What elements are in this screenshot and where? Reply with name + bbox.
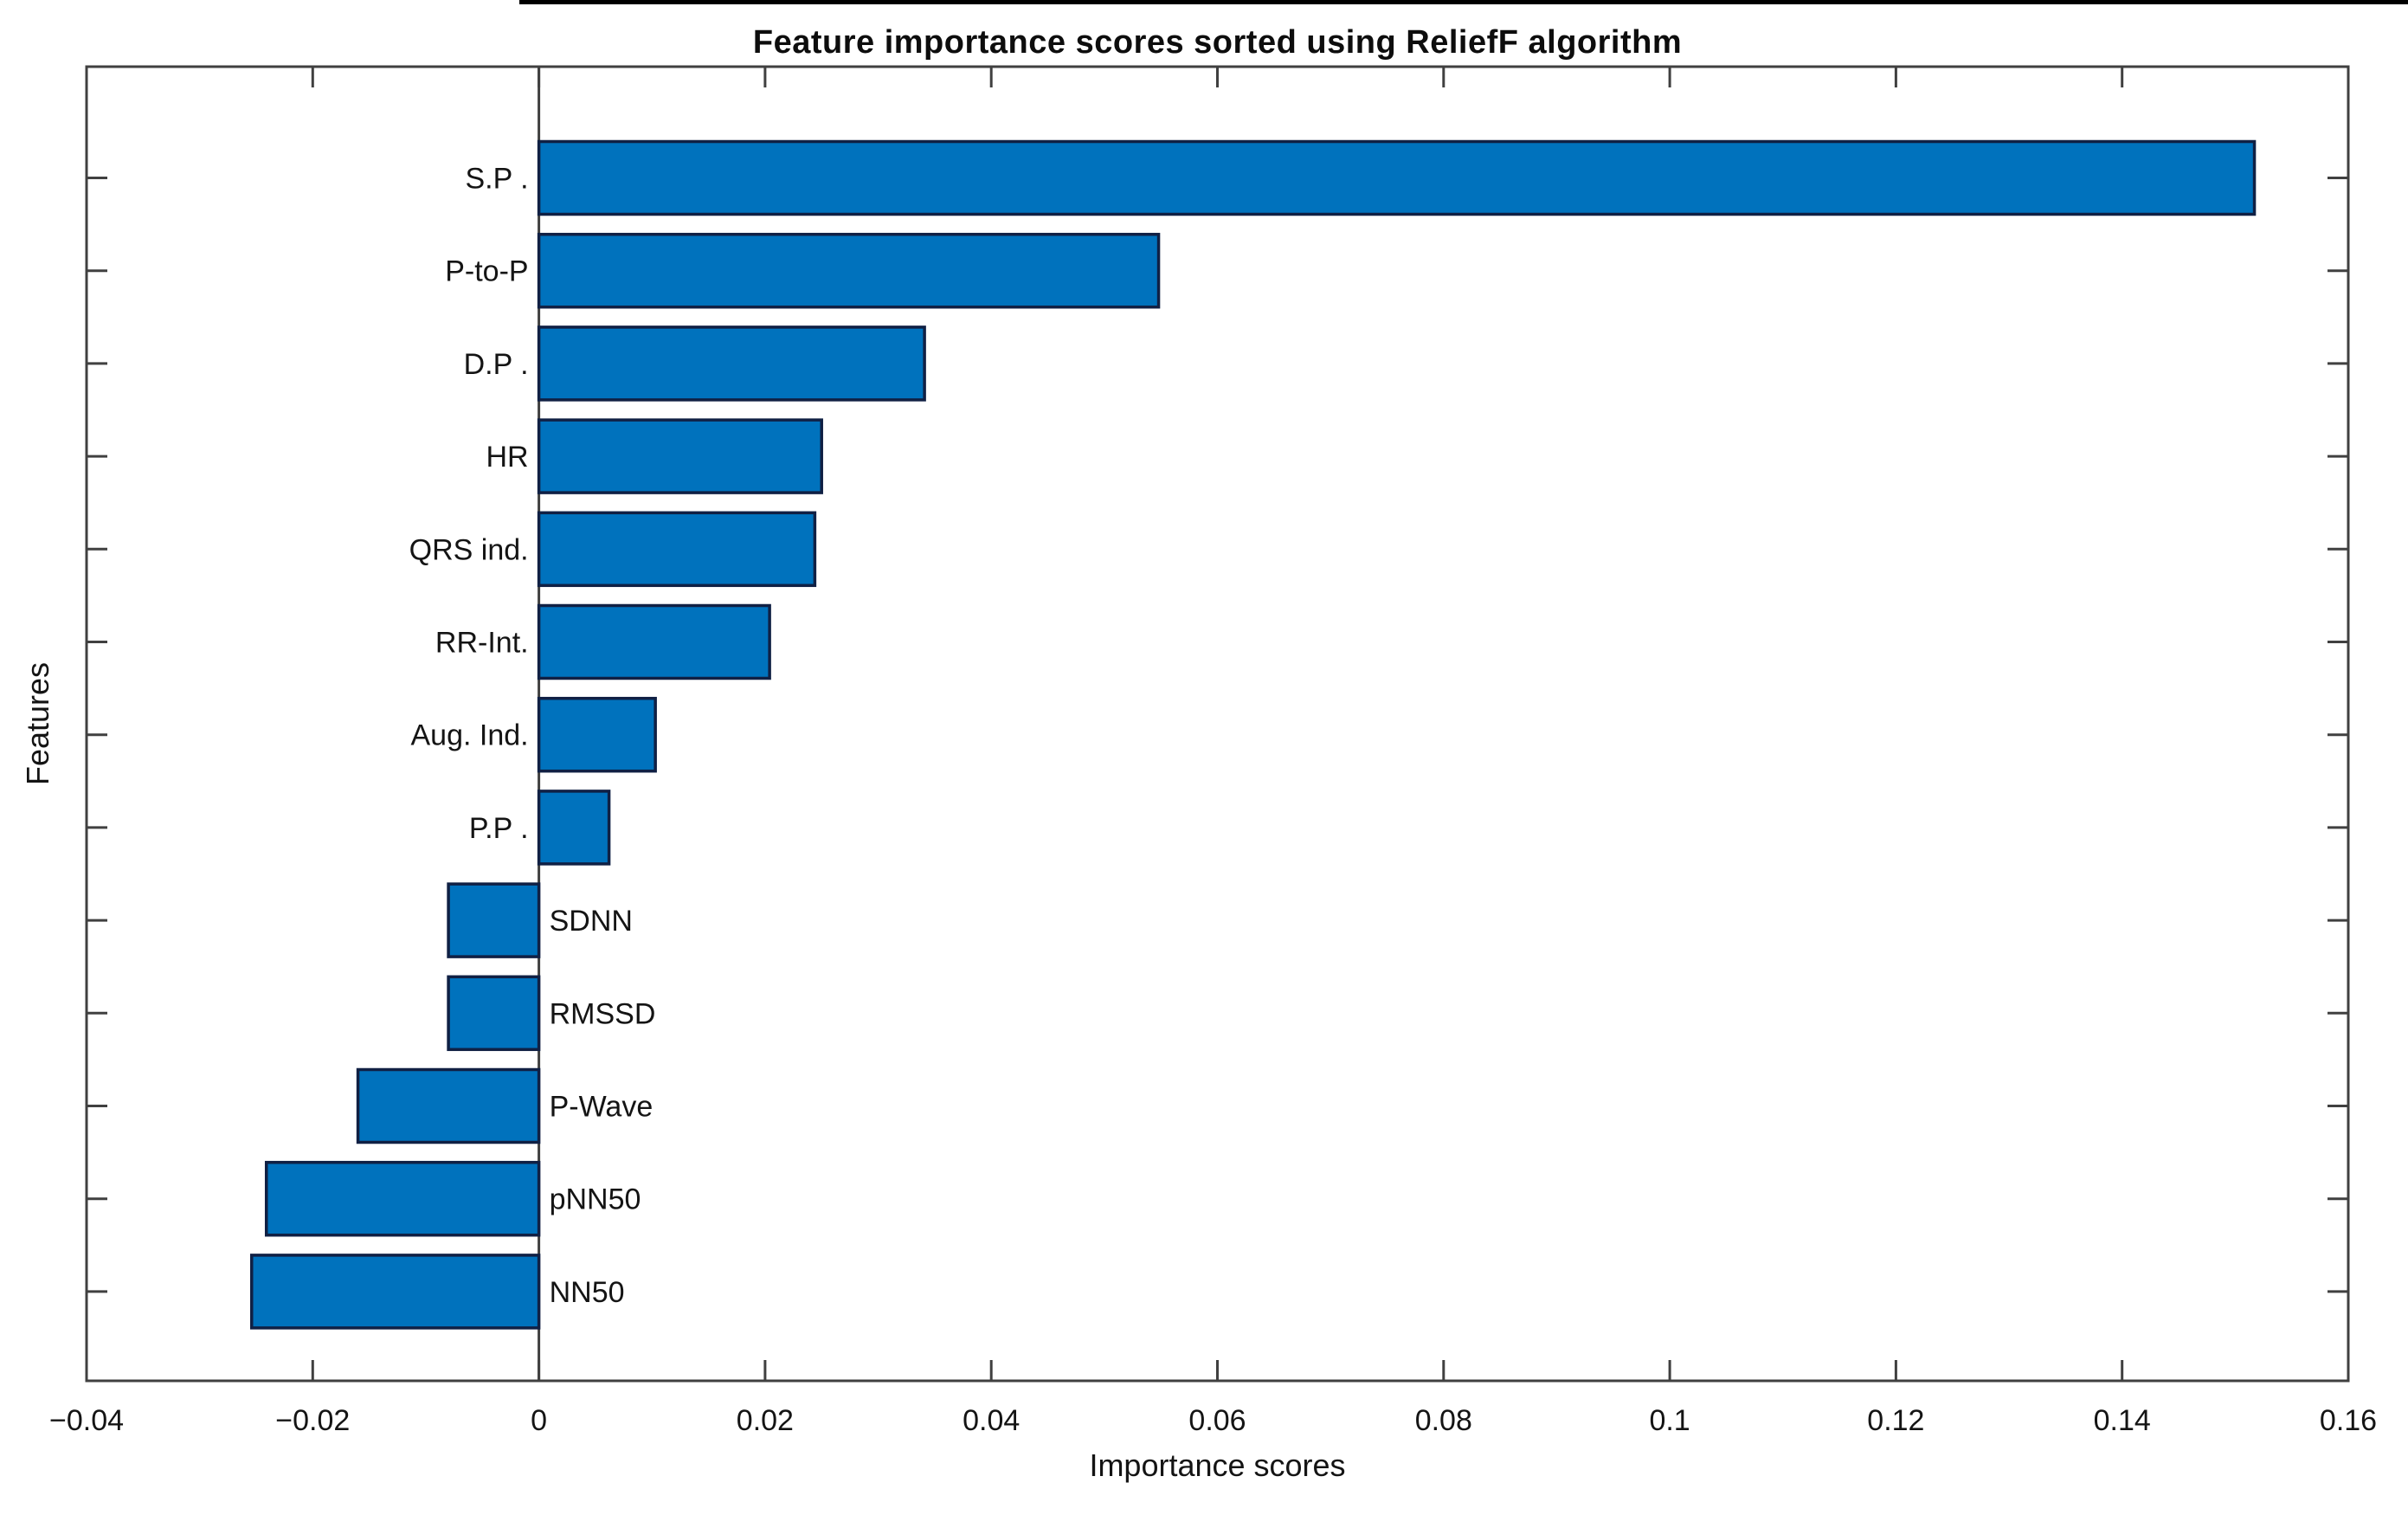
x-tick-label: 0.04 [963,1404,1020,1437]
x-tick-label: −0.02 [275,1404,350,1437]
x-axis-label: Importance scores [1089,1447,1346,1483]
bar-label-sdnn: SDNN [550,905,633,938]
bar-label-s-p: S.P . [466,163,529,196]
bar-nn50 [249,1254,541,1330]
bar-aug-ind [537,696,657,773]
bar-sdnn [447,882,541,958]
bar-label-nn50: NN50 [550,1276,625,1309]
bar-pnn50 [264,1160,541,1237]
x-tick-label: −0.04 [49,1404,124,1437]
bar-label-p-to-p: P-to-P [445,255,528,288]
window-top-edge [519,0,2408,4]
bar-label-d-p: D.P . [464,348,529,381]
x-tick-label: 0.1 [1649,1404,1690,1437]
bar-label-rr-int: RR-Int. [435,627,529,660]
bar-label-qrs-ind: QRS ind. [409,533,529,566]
bar-p-p [537,790,611,866]
bar-hr [537,418,823,494]
x-tick-label: 0.08 [1415,1404,1472,1437]
bar-label-pnn50: pNN50 [550,1183,641,1216]
x-tick-label: 0.06 [1188,1404,1246,1437]
bar-qrs-ind [537,511,817,588]
bar-label-rmssd: RMSSD [550,997,656,1030]
x-tick-label: 0.02 [737,1404,794,1437]
x-tick-label: 0.14 [2094,1404,2151,1437]
bar-d-p [537,326,926,402]
x-tick-label: 0.16 [2320,1404,2377,1437]
bar-label-hr: HR [486,441,528,474]
bar-p-to-p [537,232,1161,309]
bar-p-wave [356,1067,541,1144]
x-tick-label: 0 [531,1404,547,1437]
bar-rr-int [537,603,771,680]
bar-label-aug-ind: Aug. Ind. [410,719,528,752]
bar-rmssd [447,975,541,1052]
bar-s-p [537,139,2257,216]
chart-title: Feature importance scores sorted using R… [752,24,1683,61]
bar-label-p-p: P.P . [469,812,529,845]
x-tick-label: 0.12 [1867,1404,1924,1437]
bar-label-p-wave: P-Wave [550,1091,654,1124]
